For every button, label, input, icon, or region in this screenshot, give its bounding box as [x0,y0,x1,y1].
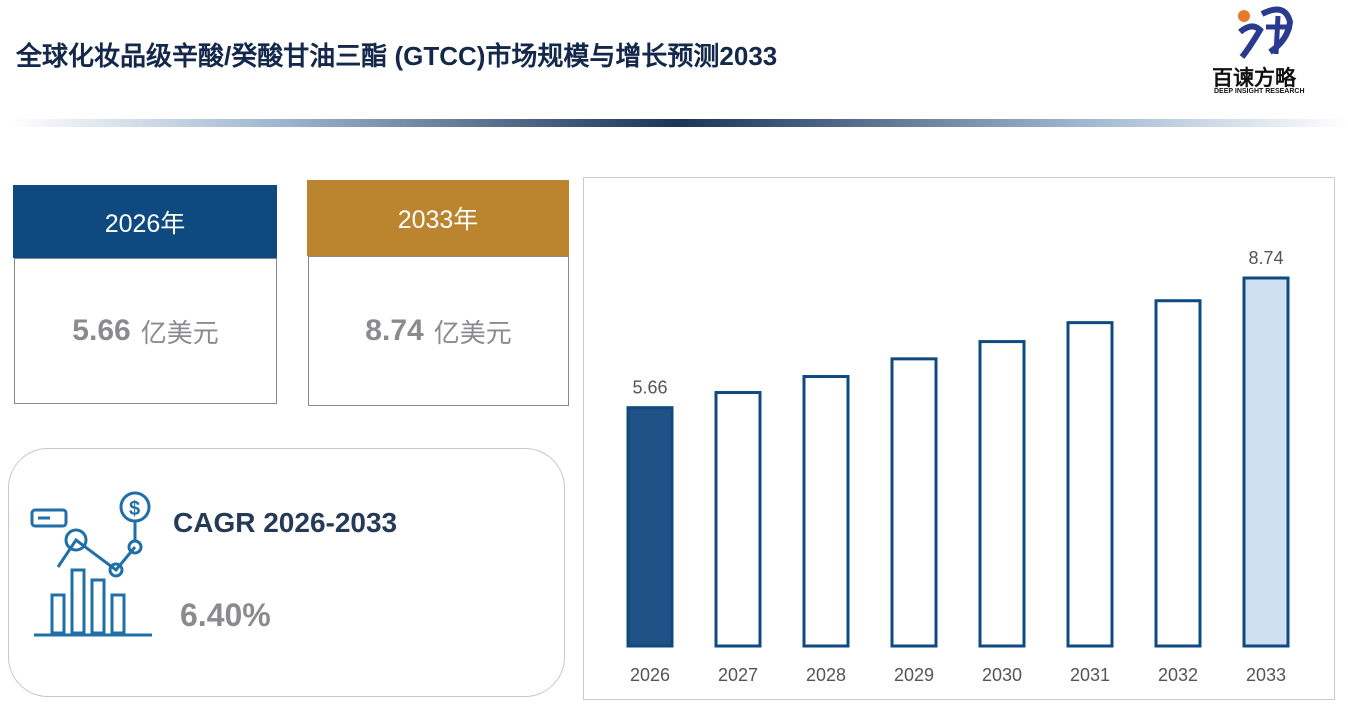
card-value: 8.74 [365,314,424,347]
svg-text:$: $ [129,498,140,520]
cagr-box [8,448,565,697]
card-unit: 亿美元 [433,317,512,348]
bar [978,340,1026,648]
x-tick-label: 2033 [1246,665,1286,685]
card-unit: 亿美元 [140,317,219,348]
x-tick-label: 2027 [718,665,758,685]
cagr-value: 6.40% [180,597,271,633]
x-tick-label: 2029 [894,665,934,685]
data-label: 5.66 [632,378,667,398]
bar [626,406,674,648]
card-year: 2026年 [104,209,186,238]
card-value: 5.66 [72,314,131,347]
cagr-label: CAGR 2026-2033 [173,507,398,538]
bar [1242,276,1290,648]
card-body: 5.66 亿美元 [14,258,277,404]
divider [10,119,1348,127]
bar [1066,321,1114,648]
bar [1154,299,1202,648]
chart: 2026 5.66 2027 2028 2029 2030 2031 2032 2033 8.74 [626,248,1290,685]
data-label: 8.74 [1248,248,1283,268]
card-header: 2026年 [13,185,277,258]
bar [802,375,850,648]
bar [714,391,762,648]
card-header: 2033年 [307,180,569,256]
logo-icon [1238,6,1294,59]
x-tick-label: 2028 [806,665,846,685]
logo-subtitle: DEEP INSIGHT RESEARCH [1214,88,1305,95]
x-tick-label: 2026 [630,665,670,685]
chart-frame: 2026 5.66 2027 2028 2029 2030 2031 2032 2033 8.74 [583,177,1335,700]
logo-name: 百谏方略 [1212,67,1296,90]
x-tick-label: 2032 [1158,665,1198,685]
bar [890,357,938,648]
x-tick-label: 2030 [982,665,1022,685]
x-tick-label: 2031 [1070,665,1110,685]
card-body: 8.74 亿美元 [308,256,569,406]
cagr-icon: $ [30,491,152,637]
title: 全球化妆品级辛酸/癸酸甘油三酯 (GTCC)市场规模与增长预测2033 [16,41,778,71]
card-year: 2033年 [397,206,479,234]
